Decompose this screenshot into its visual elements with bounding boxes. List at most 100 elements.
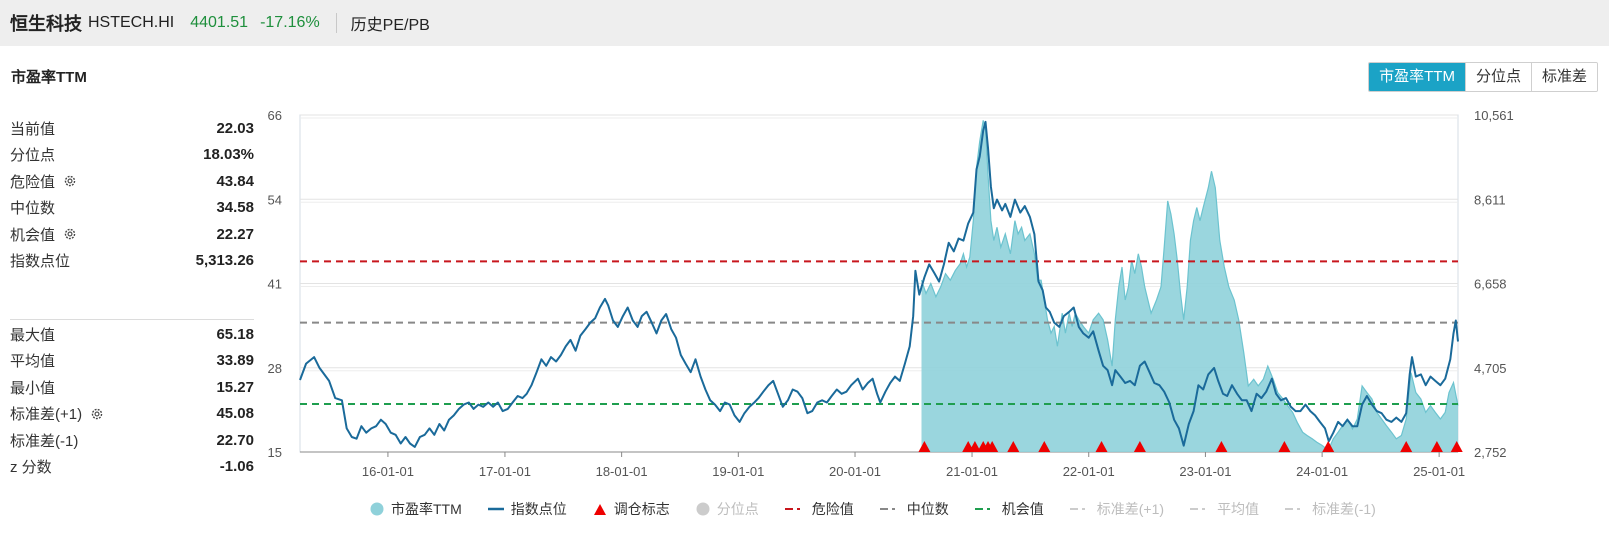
index-price: 4401.51 (190, 14, 249, 31)
gear-icon[interactable] (63, 227, 77, 241)
stat-value: 5,313.26 (195, 252, 254, 270)
x-tick-label: 17-01-01 (479, 464, 531, 479)
rebalance-marker (1278, 441, 1291, 452)
legend-dash-icon (1285, 508, 1301, 510)
legend-item[interactable]: 标准差(-1) (1285, 499, 1376, 519)
stat-value: 34.58 (216, 199, 254, 217)
rebalance-marker (986, 441, 999, 452)
stat-row: 指数点位 5,313.26 (10, 248, 254, 275)
y-left-tick-label: 15 (268, 445, 282, 460)
stat-label: 中位数 (10, 200, 56, 218)
legend-item[interactable]: 危险值 (784, 499, 854, 519)
gear-icon[interactable] (63, 174, 77, 188)
stat-label: 最小值 (10, 379, 56, 397)
x-tick-label: 25-01-01 (1413, 464, 1465, 479)
index-code: HSTECH.HI (88, 14, 175, 31)
legend-label: 指数点位 (510, 501, 567, 517)
legend-item[interactable]: 中位数 (879, 499, 949, 519)
legend-item[interactable]: 分位点 (696, 499, 759, 519)
legend-label: 分位点 (716, 501, 759, 517)
legend-circle-icon (370, 502, 384, 516)
y-left-tick-label: 28 (268, 361, 282, 376)
x-tick-label: 22-01-01 (1063, 464, 1115, 479)
stat-label: z 分数 (10, 459, 52, 477)
stat-value: 65.18 (216, 325, 254, 343)
legend-label: 标准差(+1) (1096, 501, 1165, 517)
stat-value: 22.03 (216, 119, 254, 137)
stat-label: 最大值 (10, 326, 56, 344)
pe-area (921, 120, 1458, 453)
legend-dash-icon (1069, 508, 1085, 510)
x-tick-label: 16-01-01 (362, 464, 414, 479)
legend-label: 危险值 (811, 501, 854, 517)
stat-label: 标准差(+1) (10, 403, 104, 424)
legend-item[interactable]: 机会值 (974, 499, 1044, 519)
stat-value: 22.27 (216, 225, 254, 243)
stat-row: 中位数 34.58 (10, 195, 254, 222)
tab-std-dev[interactable]: 标准差 (1530, 63, 1597, 91)
legend-circle-icon (696, 502, 710, 516)
stat-value: 22.70 (216, 431, 254, 449)
pe-history-chart: 15 28 41 54 66 2,752 4,705 6,658 8,611 10,561 16-0… (268, 108, 1514, 479)
stats-panel-current: 当前值 22.03 分位点 18.03% 危险值 43.84 中位数 34.58… (10, 115, 254, 274)
legend-dash-icon (1190, 508, 1206, 510)
legend-dash-icon (784, 508, 800, 510)
pe-line (920, 120, 1459, 452)
stat-value: 15.27 (216, 378, 254, 396)
stat-label: 危险值 (10, 171, 77, 192)
stat-row: 标准差(+1) 45.08 (10, 401, 254, 428)
legend-label: 机会值 (1001, 501, 1044, 517)
y-right-tick-label: 10,561 (1474, 108, 1514, 123)
x-tick-label: 20-01-01 (829, 464, 881, 479)
rebalance-marker (1322, 441, 1335, 452)
section-title: 市盈率TTM (11, 69, 87, 86)
stat-label: 当前值 (10, 120, 56, 138)
stat-value: -1.06 (219, 458, 254, 476)
header-divider (335, 13, 337, 33)
stat-row: 标准差(-1) 22.70 (10, 427, 254, 454)
rebalance-marker (918, 441, 931, 452)
stat-value: 45.08 (216, 405, 254, 423)
legend-item[interactable]: 市盈率TTM (370, 499, 462, 519)
y-right-tick-label: 2,752 (1474, 445, 1507, 460)
tab-pe-ttm[interactable]: 市盈率TTM (1369, 63, 1465, 91)
legend-triangle-icon (593, 504, 606, 515)
legend-item[interactable]: 指数点位 (487, 499, 567, 519)
y-right-tick-label: 8,611 (1474, 192, 1506, 207)
legend-label: 调仓标志 (613, 501, 670, 517)
x-tick-label: 24-01-01 (1296, 464, 1348, 479)
stat-row: 最小值 15.27 (10, 374, 254, 401)
index-change: -17.16% (260, 14, 320, 31)
legend-label: 市盈率TTM (391, 501, 462, 517)
tab-history-pepb[interactable]: 历史PE/PB (350, 17, 430, 34)
legend-dash-icon (879, 508, 895, 510)
legend-item[interactable]: 标准差(+1) (1069, 499, 1165, 519)
legend-item[interactable]: 平均值 (1190, 499, 1259, 519)
stat-value: 43.84 (216, 172, 254, 190)
rebalance-marker (1007, 441, 1020, 452)
y-left-tick-label: 66 (268, 108, 282, 123)
legend-label: 中位数 (906, 501, 949, 517)
rebalance-marker (1133, 441, 1146, 452)
chart-legend: 市盈率TTM 指数点位 调仓标志 分位点 危险值 中位数 机会值 标准差(+1) 平均值 标准差(… (370, 499, 1402, 519)
x-tick-label: 23-01-01 (1179, 464, 1231, 479)
stat-value: 33.89 (216, 352, 254, 370)
rebalance-marker (1400, 441, 1413, 452)
stat-row: z 分数 -1.06 (10, 454, 254, 481)
y-right-tick-label: 6,658 (1474, 277, 1507, 292)
x-tick-label: 18-01-01 (596, 464, 648, 479)
index-line (299, 120, 1459, 448)
rebalance-marker (1450, 441, 1463, 452)
stat-label: 机会值 (10, 224, 77, 245)
rebalance-marker (1430, 441, 1443, 452)
tab-percentile[interactable]: 分位点 (1464, 63, 1531, 91)
legend-item[interactable]: 调仓标志 (593, 499, 670, 519)
stat-label: 分位点 (10, 147, 56, 165)
stat-row: 平均值 33.89 (10, 348, 254, 375)
gear-icon[interactable] (90, 407, 104, 421)
stat-row: 当前值 22.03 (10, 115, 254, 142)
stat-label: 指数点位 (10, 253, 71, 271)
stat-row: 机会值 22.27 (10, 221, 254, 248)
x-tick-label: 19-01-01 (712, 464, 764, 479)
legend-label: 平均值 (1217, 501, 1260, 517)
